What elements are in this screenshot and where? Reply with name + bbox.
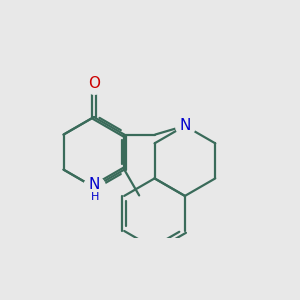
Text: N: N xyxy=(179,118,190,133)
Text: H: H xyxy=(90,192,99,202)
Text: N: N xyxy=(88,177,100,192)
Text: O: O xyxy=(88,76,100,91)
